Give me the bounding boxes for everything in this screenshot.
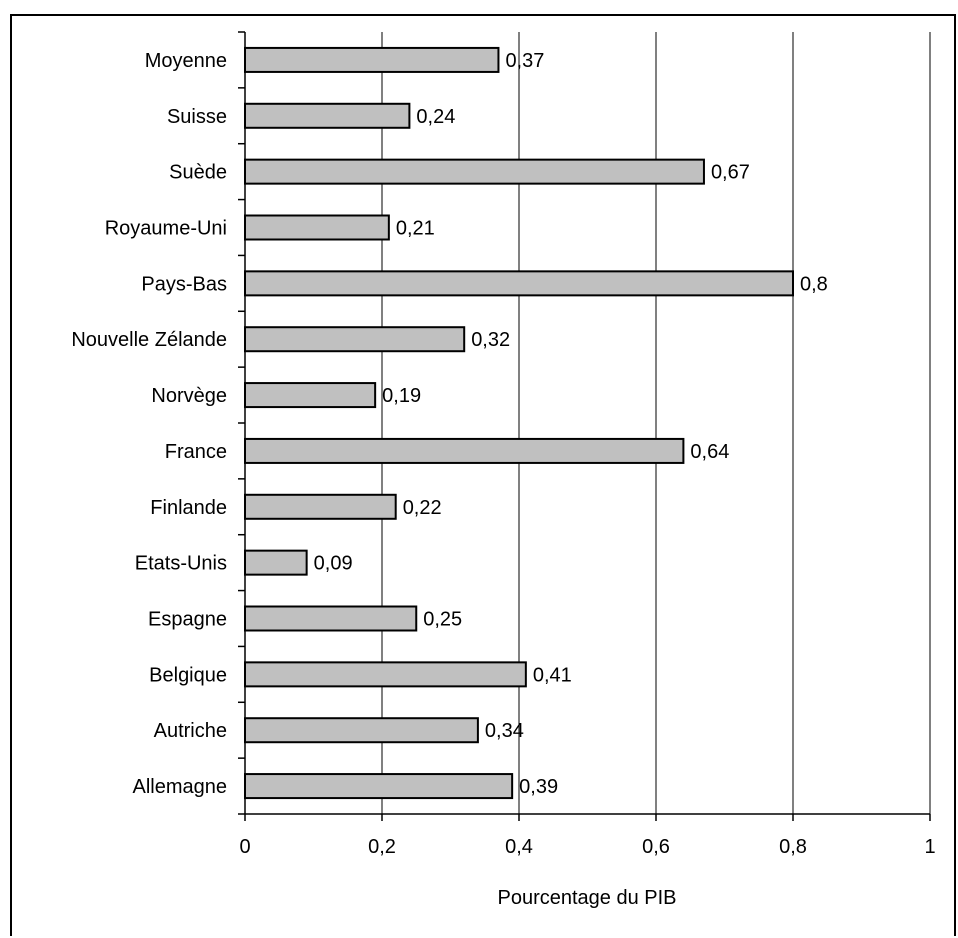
bar (244, 158, 705, 185)
category-label: Autriche (154, 720, 227, 742)
bar (244, 382, 377, 409)
category-label: Norvège (151, 385, 227, 407)
bar (244, 717, 479, 744)
category-label: Finlande (150, 497, 227, 519)
category-label: Moyenne (145, 50, 227, 72)
bar (244, 270, 794, 297)
x-tick-label: 0 (239, 836, 250, 858)
data-label: 0,19 (382, 385, 421, 407)
x-tick-label: 0,8 (779, 836, 807, 858)
axes (238, 31, 931, 821)
data-label: 0,09 (314, 553, 353, 575)
x-axis-title: Pourcentage du PIB (497, 887, 676, 909)
category-label: Suisse (167, 106, 227, 128)
data-label: 0,8 (800, 273, 828, 295)
bar (244, 46, 500, 73)
data-label: 0,25 (423, 609, 462, 631)
bar (244, 773, 514, 800)
x-tick-label: 0,2 (368, 836, 396, 858)
category-label: Royaume-Uni (105, 218, 227, 240)
data-label: 0,32 (471, 329, 510, 351)
category-label: Pays-Bas (141, 273, 227, 295)
bars (244, 46, 794, 800)
x-tick-label: 0,6 (642, 836, 670, 858)
x-tick-label: 1 (924, 836, 935, 858)
data-label: 0,34 (485, 720, 524, 742)
bar (244, 437, 685, 464)
category-label: Belgique (149, 664, 227, 686)
data-label: 0,67 (711, 162, 750, 184)
x-tick-label: 0,4 (505, 836, 533, 858)
category-label: Espagne (148, 609, 227, 631)
category-label: Allemagne (132, 776, 227, 798)
data-label: 0,24 (416, 106, 455, 128)
category-label: France (165, 441, 227, 463)
category-label: Etats-Unis (135, 553, 227, 575)
bar (244, 214, 390, 241)
bar (244, 661, 527, 688)
grid-lines (381, 32, 931, 814)
data-label: 0,39 (519, 776, 558, 798)
bar (244, 102, 411, 129)
bar (244, 493, 397, 520)
bar (244, 605, 418, 632)
data-label: 0,22 (403, 497, 442, 519)
category-label: Suède (169, 162, 227, 184)
data-label: 0,21 (396, 218, 435, 240)
category-label: Nouvelle Zélande (71, 329, 227, 351)
data-label: 0,41 (533, 664, 572, 686)
data-label: 0,37 (505, 50, 544, 72)
bar (244, 549, 308, 576)
labels: 0,37Moyenne0,24Suisse0,67Suède0,21Royaum… (71, 50, 935, 858)
bar (244, 326, 466, 353)
data-label: 0,64 (690, 441, 729, 463)
